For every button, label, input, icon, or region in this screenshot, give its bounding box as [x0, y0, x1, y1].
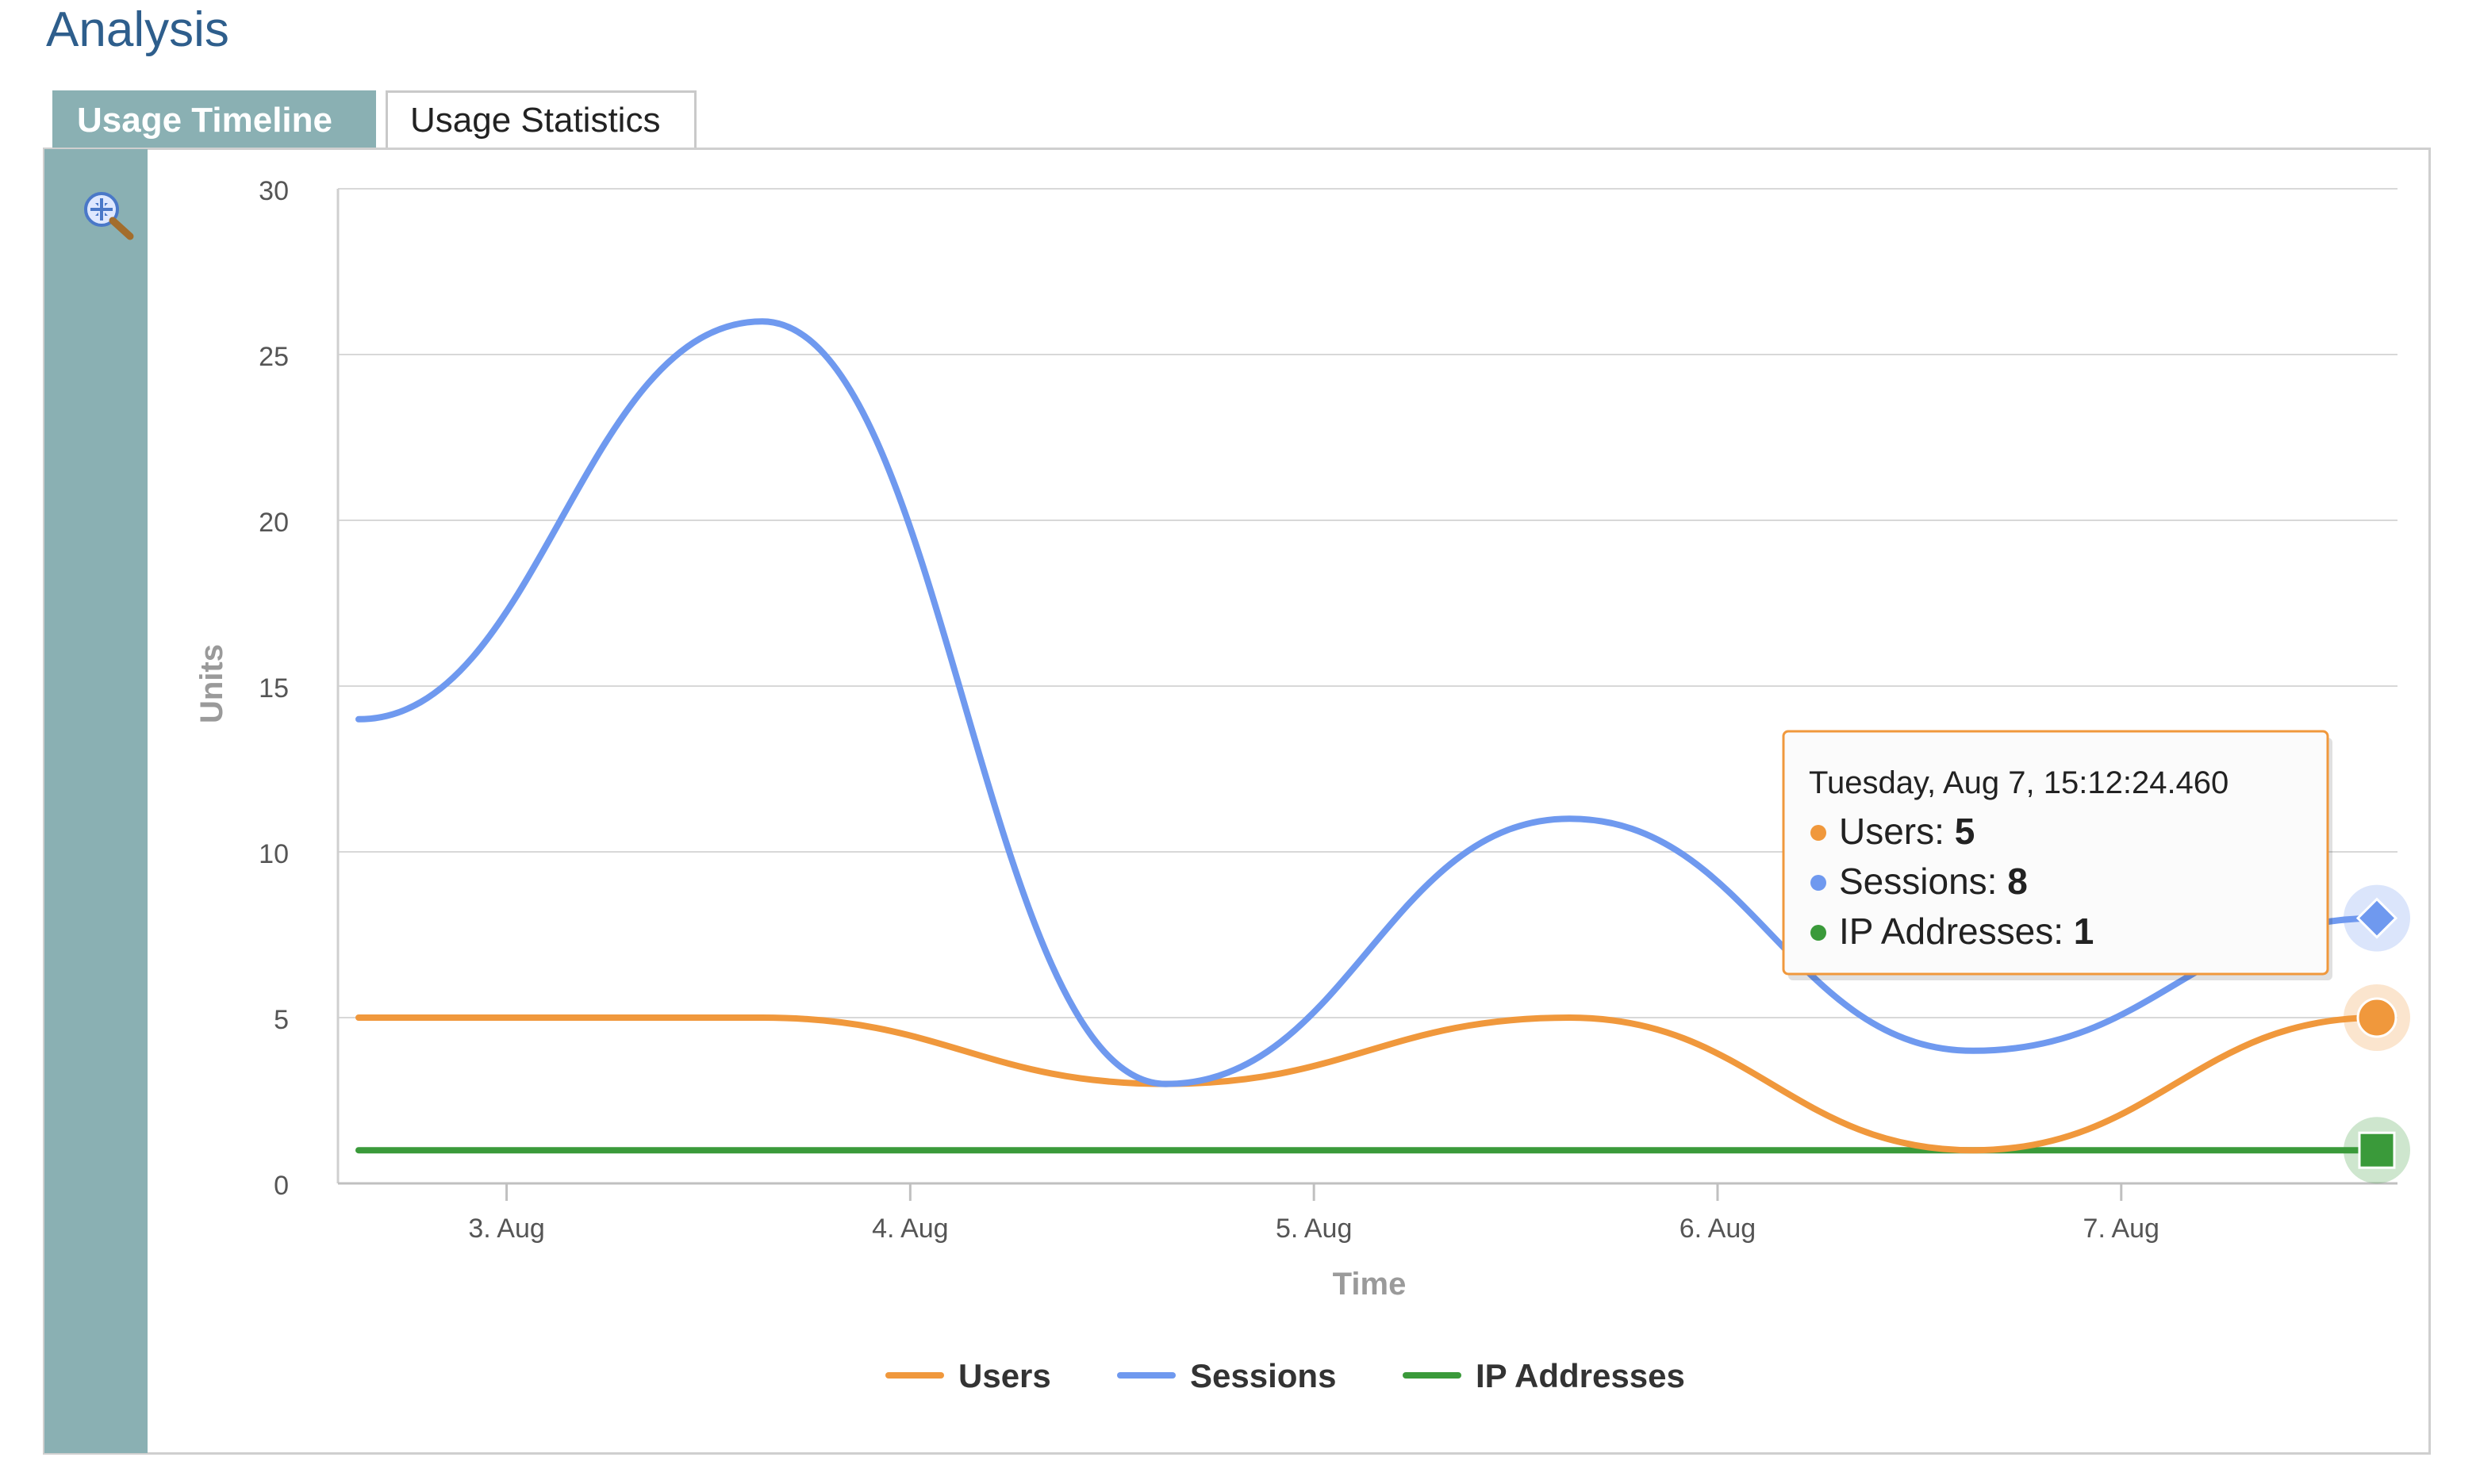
tool-sidebar — [44, 149, 148, 1453]
tooltip-row-label: Sessions: — [1839, 861, 2007, 902]
y-tick-label: 20 — [259, 508, 289, 538]
tooltip-row-label: IP Addresses: — [1839, 911, 2074, 952]
marker-ip-addresses — [2358, 1131, 2396, 1169]
y-tick-label: 25 — [259, 342, 289, 372]
tooltip-row-value: 8 — [2007, 861, 2028, 902]
marker-users — [2356, 997, 2397, 1038]
tooltip-title: Tuesday, Aug 7, 15:12:24.460 — [1809, 765, 2229, 800]
tooltip-bullet — [1810, 925, 1826, 941]
series-sessions-line — [355, 318, 2380, 1087]
legend-item-sessions[interactable]: Sessions — [1117, 1357, 1336, 1394]
hover-markers — [2344, 884, 2410, 1184]
y-axis-title: Units — [194, 644, 229, 723]
tab-usage-timeline[interactable]: Usage Timeline — [52, 90, 376, 148]
y-tick-label: 10 — [259, 839, 289, 869]
x-tick-label: 4. Aug — [872, 1214, 948, 1244]
tooltip-row-value: 1 — [2074, 911, 2094, 952]
tooltip-row-value: 5 — [1955, 811, 1975, 852]
tooltip-row: IP Addresses: 1 — [1839, 911, 2094, 952]
legend-item-users[interactable]: Users — [885, 1357, 1051, 1394]
legend-label: Users — [958, 1357, 1051, 1394]
tab-usage-statistics[interactable]: Usage Statistics — [386, 90, 697, 148]
y-tick-label: 30 — [259, 176, 289, 206]
legend-item-ip-addresses[interactable]: IP Addresses — [1403, 1357, 1685, 1394]
y-tick-label: 0 — [274, 1171, 289, 1201]
y-tick-label: 5 — [274, 1005, 289, 1035]
x-tick-label: 3. Aug — [468, 1214, 544, 1244]
tooltip: Tuesday, Aug 7, 15:12:24.460 Users: 5 Sess… — [1782, 730, 2332, 980]
tooltip-row: Sessions: 8 — [1839, 861, 2028, 902]
tooltip-box — [1782, 730, 2329, 976]
y-tick-label: 15 — [259, 673, 289, 704]
x-tick-label: 7. Aug — [2083, 1214, 2159, 1244]
grid — [338, 188, 2397, 1184]
tooltip-bullet — [1810, 875, 1826, 891]
legend-label: Sessions — [1190, 1357, 1336, 1394]
legend-label: IP Addresses — [1476, 1357, 1685, 1394]
series — [355, 318, 2380, 1154]
tooltip-row-label: Users: — [1839, 811, 1955, 852]
page-title: Analysis — [46, 2, 229, 57]
tooltip-row: Users: 5 — [1839, 811, 1975, 852]
tooltip-bullet — [1810, 825, 1826, 841]
x-axis-title: Time — [1333, 1267, 1407, 1302]
legend: Users Sessions IP Addresses — [885, 1357, 1685, 1394]
x-tick-label: 6. Aug — [1680, 1214, 1756, 1244]
zoom-magnifier-icon[interactable] — [79, 187, 140, 243]
series-users-line — [355, 1014, 2380, 1154]
x-tick-label: 5. Aug — [1276, 1214, 1352, 1244]
marker-sessions — [2355, 897, 2398, 939]
